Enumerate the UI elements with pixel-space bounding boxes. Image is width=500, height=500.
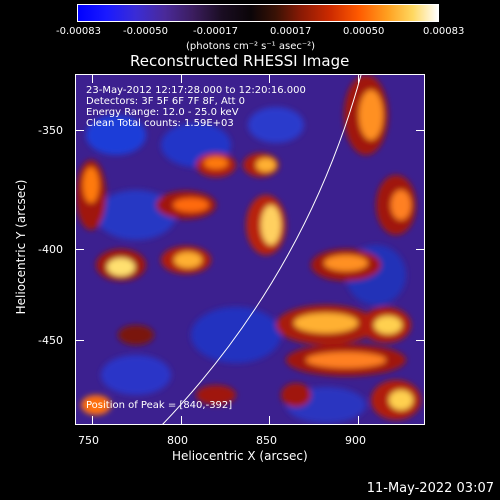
y-tick-mark bbox=[416, 340, 424, 341]
y-tick-label: -400 bbox=[38, 243, 63, 256]
y-tick-mark bbox=[416, 130, 424, 131]
y-tick-label: -350 bbox=[38, 124, 63, 137]
colorbar-tick-6: 0.00083 bbox=[423, 26, 465, 37]
x-tick-mark bbox=[358, 416, 359, 424]
emission-blobs bbox=[76, 75, 421, 423]
y-tick-label: -450 bbox=[38, 334, 63, 347]
colorbar-tick-5: 0.00050 bbox=[343, 26, 385, 37]
x-tick-mark bbox=[269, 416, 270, 424]
x-axis-title: Heliocentric X (arcsec) bbox=[172, 449, 308, 463]
x-tick-mark bbox=[92, 75, 93, 83]
solar-image: 23-May-2012 12:17:28.000 to 12:20:16.000… bbox=[75, 74, 425, 425]
limb-curve bbox=[162, 75, 362, 424]
y-tick-mark bbox=[76, 249, 84, 250]
colorbar-tick-4: 0.00017 bbox=[270, 26, 312, 37]
colorbar-tick-2: -0.00050 bbox=[123, 26, 168, 37]
timestamp: 11-May-2022 03:07 bbox=[366, 481, 494, 496]
x-tick-mark bbox=[92, 416, 93, 424]
info-clean: Clean Total counts: 1.59E+03 bbox=[86, 118, 234, 129]
x-tick-mark bbox=[269, 75, 270, 83]
colorbar-tick-3: -0.00017 bbox=[193, 26, 238, 37]
info-time: 23-May-2012 12:17:28.000 to 12:20:16.000 bbox=[86, 85, 306, 96]
x-tick-label: 850 bbox=[256, 434, 277, 447]
y-tick-mark bbox=[416, 249, 424, 250]
image-title: Reconstructed RHESSI Image bbox=[130, 52, 350, 70]
peak-position: Position of Peak = [840,-392] bbox=[86, 400, 233, 411]
x-tick-label: 900 bbox=[345, 434, 366, 447]
y-tick-mark bbox=[76, 130, 84, 131]
image-map bbox=[76, 75, 424, 424]
x-tick-mark bbox=[181, 416, 182, 424]
y-tick-mark bbox=[76, 340, 84, 341]
x-tick-mark bbox=[181, 75, 182, 83]
x-tick-label: 750 bbox=[78, 434, 99, 447]
x-tick-mark bbox=[358, 75, 359, 83]
colorbar-unit: (photons cm⁻² s⁻¹ asec⁻²) bbox=[186, 41, 316, 52]
info-detectors: Detectors: 3F 5F 6F 7F 8F, Att 0 bbox=[86, 96, 246, 107]
colorbar bbox=[77, 4, 439, 22]
y-axis-title: Heliocentric Y (arcsec) bbox=[14, 179, 28, 315]
x-tick-label: 800 bbox=[167, 434, 188, 447]
info-energy: Energy Range: 12.0 - 25.0 keV bbox=[86, 107, 239, 118]
colorbar-tick-1: -0.00083 bbox=[56, 26, 101, 37]
